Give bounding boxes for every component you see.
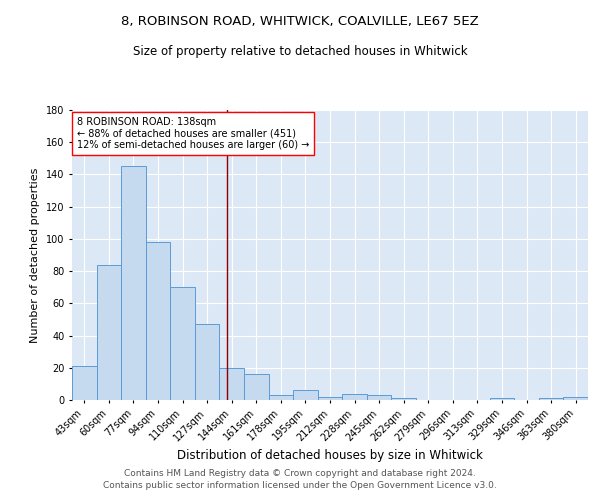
Text: 8, ROBINSON ROAD, WHITWICK, COALVILLE, LE67 5EZ: 8, ROBINSON ROAD, WHITWICK, COALVILLE, L… <box>121 15 479 28</box>
Bar <box>195 324 220 400</box>
X-axis label: Distribution of detached houses by size in Whitwick: Distribution of detached houses by size … <box>177 450 483 462</box>
Bar <box>490 398 514 400</box>
Bar <box>220 368 244 400</box>
Bar <box>269 395 293 400</box>
Bar <box>539 398 563 400</box>
Bar <box>563 397 588 400</box>
Bar <box>170 287 195 400</box>
Bar <box>72 366 97 400</box>
Bar <box>367 395 391 400</box>
Bar <box>293 390 318 400</box>
Bar <box>244 374 269 400</box>
Y-axis label: Number of detached properties: Number of detached properties <box>31 168 40 342</box>
Text: Size of property relative to detached houses in Whitwick: Size of property relative to detached ho… <box>133 45 467 58</box>
Bar <box>318 397 342 400</box>
Bar <box>121 166 146 400</box>
Text: Contains HM Land Registry data © Crown copyright and database right 2024.
Contai: Contains HM Land Registry data © Crown c… <box>103 469 497 490</box>
Bar <box>391 398 416 400</box>
Bar <box>342 394 367 400</box>
Bar <box>97 264 121 400</box>
Text: 8 ROBINSON ROAD: 138sqm
← 88% of detached houses are smaller (451)
12% of semi-d: 8 ROBINSON ROAD: 138sqm ← 88% of detache… <box>77 117 310 150</box>
Bar <box>146 242 170 400</box>
